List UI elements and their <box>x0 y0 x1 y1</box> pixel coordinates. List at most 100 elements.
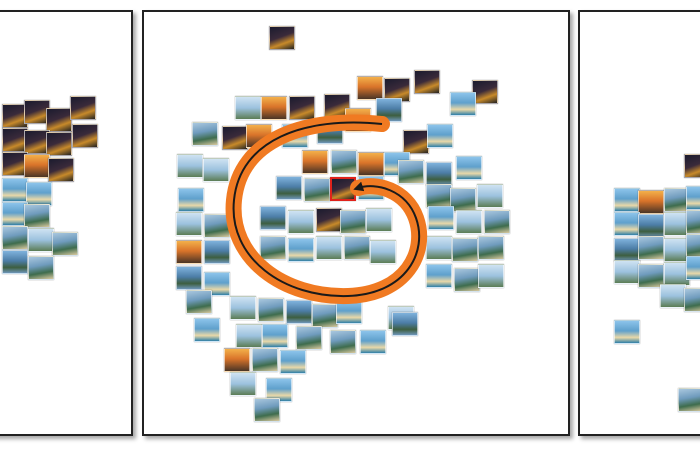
photo-thumbnail[interactable] <box>366 208 392 232</box>
photo-thumbnail[interactable] <box>614 212 640 236</box>
photo-thumbnail[interactable] <box>289 96 315 120</box>
photo-thumbnail[interactable] <box>52 232 78 256</box>
photo-thumbnail[interactable] <box>192 122 218 146</box>
photo-thumbnail[interactable] <box>664 212 690 236</box>
photo-thumbnail[interactable] <box>614 260 640 284</box>
photo-thumbnail[interactable] <box>638 190 664 214</box>
photo-thumbnail[interactable] <box>686 256 700 280</box>
photo-thumbnail[interactable] <box>258 298 284 322</box>
photo-thumbnail[interactable] <box>230 372 256 396</box>
photo-thumbnail[interactable] <box>686 210 700 234</box>
photo-thumbnail[interactable] <box>269 26 295 50</box>
photo-thumbnail[interactable] <box>317 120 343 144</box>
photo-thumbnail[interactable] <box>426 184 452 208</box>
photo-thumbnail[interactable] <box>370 240 396 264</box>
photo-thumbnail[interactable] <box>254 398 280 422</box>
photo-thumbnail[interactable] <box>392 312 418 336</box>
photo-thumbnail[interactable] <box>477 184 503 208</box>
photo-thumbnail[interactable] <box>288 210 314 234</box>
photo-thumbnail[interactable] <box>358 176 384 200</box>
photo-thumbnail[interactable] <box>48 158 74 182</box>
photo-thumbnail[interactable] <box>2 226 28 250</box>
photo-thumbnail[interactable] <box>204 214 230 238</box>
photo-thumbnail[interactable] <box>2 128 28 152</box>
photo-thumbnail[interactable] <box>230 296 256 320</box>
photo-thumbnail[interactable] <box>358 152 384 176</box>
selected-photo-thumbnail[interactable] <box>330 177 356 201</box>
photo-thumbnail[interactable] <box>24 154 50 178</box>
photo-thumbnail[interactable] <box>262 324 288 348</box>
photo-thumbnail[interactable] <box>2 178 28 202</box>
photo-thumbnail[interactable] <box>46 132 72 156</box>
photo-thumbnail[interactable] <box>336 300 362 324</box>
photo-thumbnail[interactable] <box>484 210 510 234</box>
photo-thumbnail[interactable] <box>426 264 452 288</box>
photo-thumbnail[interactable] <box>614 320 640 344</box>
photo-thumbnail[interactable] <box>24 204 50 228</box>
photo-thumbnail[interactable] <box>684 288 700 312</box>
photo-thumbnail[interactable] <box>28 256 54 280</box>
photo-thumbnail[interactable] <box>26 182 52 206</box>
photo-thumbnail[interactable] <box>344 236 370 260</box>
photo-thumbnail[interactable] <box>450 188 476 212</box>
photo-thumbnail[interactable] <box>316 236 342 260</box>
photo-thumbnail[interactable] <box>345 108 371 132</box>
photo-thumbnail[interactable] <box>686 234 700 258</box>
photo-thumbnail[interactable] <box>312 304 338 328</box>
photo-thumbnail[interactable] <box>28 228 54 252</box>
photo-thumbnail[interactable] <box>331 150 357 174</box>
photo-thumbnail[interactable] <box>678 388 700 412</box>
photo-thumbnail[interactable] <box>638 214 664 238</box>
photo-thumbnail[interactable] <box>24 100 50 124</box>
photo-thumbnail[interactable] <box>304 178 330 202</box>
photo-thumbnail[interactable] <box>614 188 640 212</box>
photo-thumbnail[interactable] <box>428 206 454 230</box>
photo-thumbnail[interactable] <box>194 318 220 342</box>
photo-thumbnail[interactable] <box>456 210 482 234</box>
photo-thumbnail[interactable] <box>186 290 212 314</box>
photo-thumbnail[interactable] <box>686 186 700 210</box>
photo-thumbnail[interactable] <box>427 124 453 148</box>
photo-thumbnail[interactable] <box>72 124 98 148</box>
photo-thumbnail[interactable] <box>70 96 96 120</box>
photo-thumbnail[interactable] <box>252 348 278 372</box>
photo-thumbnail[interactable] <box>2 104 28 128</box>
photo-thumbnail[interactable] <box>638 236 664 260</box>
photo-thumbnail[interactable] <box>286 300 312 324</box>
photo-thumbnail[interactable] <box>660 284 686 308</box>
photo-thumbnail[interactable] <box>302 150 328 174</box>
photo-thumbnail[interactable] <box>360 330 386 354</box>
photo-thumbnail[interactable] <box>177 154 203 178</box>
photo-thumbnail[interactable] <box>288 238 314 262</box>
photo-thumbnail[interactable] <box>296 326 322 350</box>
photo-thumbnail[interactable] <box>236 324 262 348</box>
photo-thumbnail[interactable] <box>452 238 478 262</box>
photo-thumbnail[interactable] <box>176 240 202 264</box>
photo-thumbnail[interactable] <box>261 96 287 120</box>
photo-thumbnail[interactable] <box>203 158 229 182</box>
photo-thumbnail[interactable] <box>684 154 700 178</box>
photo-thumbnail[interactable] <box>204 240 230 264</box>
photo-thumbnail[interactable] <box>2 250 28 274</box>
photo-thumbnail[interactable] <box>176 266 202 290</box>
photo-thumbnail[interactable] <box>414 70 440 94</box>
photo-thumbnail[interactable] <box>330 330 356 354</box>
photo-thumbnail[interactable] <box>276 176 302 200</box>
photo-thumbnail[interactable] <box>376 98 402 122</box>
photo-thumbnail[interactable] <box>2 152 28 176</box>
photo-thumbnail[interactable] <box>222 126 248 150</box>
photo-thumbnail[interactable] <box>282 124 308 148</box>
photo-thumbnail[interactable] <box>403 130 429 154</box>
photo-thumbnail[interactable] <box>235 96 261 120</box>
photo-thumbnail[interactable] <box>176 212 202 236</box>
photo-thumbnail[interactable] <box>340 210 366 234</box>
photo-thumbnail[interactable] <box>638 264 664 288</box>
photo-thumbnail[interactable] <box>224 348 250 372</box>
photo-thumbnail[interactable] <box>280 350 306 374</box>
photo-thumbnail[interactable] <box>46 108 72 132</box>
photo-thumbnail[interactable] <box>454 268 480 292</box>
photo-thumbnail[interactable] <box>478 236 504 260</box>
photo-thumbnail[interactable] <box>178 188 204 212</box>
photo-thumbnail[interactable] <box>398 160 424 184</box>
photo-thumbnail[interactable] <box>426 162 452 186</box>
